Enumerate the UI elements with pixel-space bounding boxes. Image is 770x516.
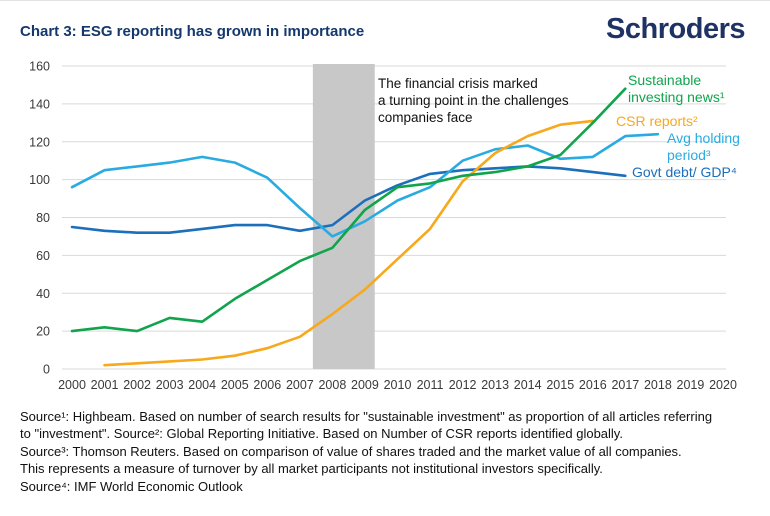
x-tick-label: 2002	[123, 378, 151, 392]
x-tick-label: 2006	[253, 378, 281, 392]
crisis-annotation: The financial crisis marked a turning po…	[378, 75, 608, 126]
y-tick-label: 140	[29, 97, 50, 111]
series-line-2	[103, 119, 595, 367]
x-tick-label: 2010	[384, 378, 412, 392]
x-tick-label: 2001	[91, 378, 119, 392]
page-title: Chart 3: ESG reporting has grown in impo…	[20, 23, 365, 40]
legend-csr-reports: CSR reports²	[616, 113, 698, 129]
line-chart-canvas: 0 20 40 60 80 100 120 140 160 2000 2001 2002 2003 200…	[29, 60, 737, 393]
source-line-2: to "investment". Source²: Global Reporti…	[20, 426, 623, 442]
legend-govt-debt-gdp: Govt debt/ GDP⁴	[632, 164, 737, 180]
series-line-1	[70, 132, 660, 238]
x-tick-label: 2007	[286, 378, 314, 392]
y-tick-label: 160	[29, 60, 50, 74]
x-tick-label: 2011	[417, 378, 444, 392]
chart-area: 0 20 40 60 80 100 120 140 160 2000 2001 2002 2003 200…	[0, 51, 770, 403]
y-tick-label: 100	[29, 173, 50, 187]
y-tick-label: 20	[36, 325, 50, 339]
source-line-3: Source³: Thomson Reuters. Based on compa…	[20, 443, 682, 459]
x-tick-label: 2009	[351, 378, 379, 392]
x-tick-label: 2005	[221, 378, 249, 392]
x-tick-label: 2000	[58, 378, 86, 392]
source-line-4: This represents a measure of turnover by…	[20, 461, 603, 477]
series-line-3	[70, 87, 627, 333]
x-tick-label: 2019	[677, 378, 705, 392]
legend-avg-holding-period: Avg holding period³	[667, 130, 740, 163]
x-tick-label: 2014	[514, 378, 542, 392]
schroders-logo: Schroders	[606, 13, 745, 45]
x-tick-label: 2013	[481, 378, 509, 392]
x-tick-label: 2012	[449, 378, 477, 392]
annotation-line-1: The financial crisis marked	[378, 76, 538, 91]
y-tick-label: 80	[36, 211, 50, 225]
x-tick-label: 2008	[318, 378, 346, 392]
x-tick-label: 2016	[579, 378, 607, 392]
annotation-line-3: companies face	[378, 110, 473, 125]
y-tick-label: 60	[36, 249, 50, 263]
x-tick-label: 2003	[156, 378, 184, 392]
x-tick-label: 2020	[709, 378, 737, 392]
y-tick-label: 120	[29, 135, 50, 149]
x-tick-label: 2017	[611, 378, 639, 392]
series-line-0	[70, 165, 627, 234]
x-tick-label: 2015	[546, 378, 574, 392]
annotation-line-2: a turning point in the challenges	[378, 93, 569, 108]
legend-sustainable-investing-news: Sustainable investing news¹	[628, 72, 725, 105]
source-line-1: Source¹: Highbeam. Based on number of se…	[20, 409, 713, 424]
source-notes: Source¹: Highbeam. Based on number of se…	[20, 408, 762, 495]
x-tick-label: 2018	[644, 378, 672, 392]
y-tick-label: 40	[36, 287, 50, 301]
source-line-5: Source⁴: IMF World Economic Outlook	[20, 478, 243, 494]
x-tick-label: 2004	[188, 378, 216, 392]
y-tick-label: 0	[43, 363, 50, 377]
